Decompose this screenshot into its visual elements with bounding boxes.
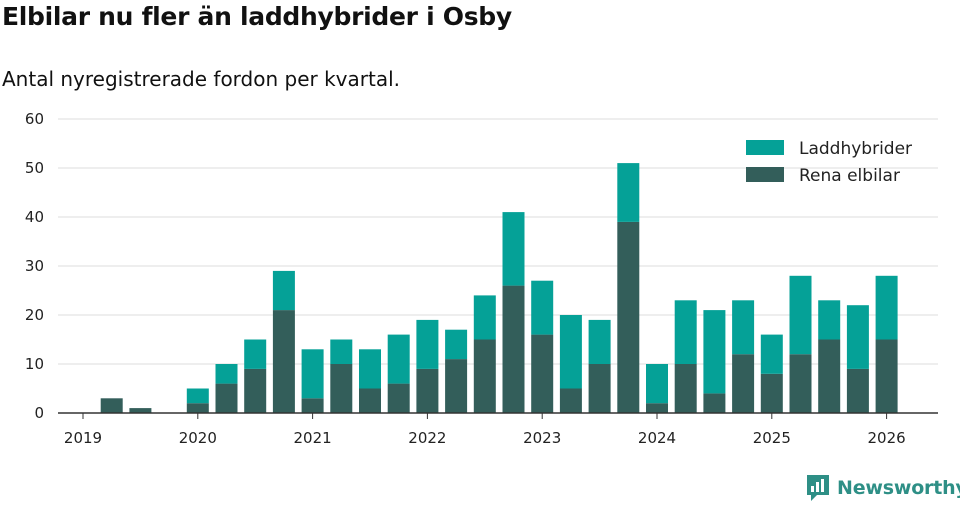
- bar-laddhybrider: [301, 349, 324, 399]
- bar-laddhybrider: [789, 275, 812, 355]
- bar-laddhybrider: [330, 339, 353, 364]
- y-tick-label: 60: [25, 110, 44, 128]
- bar-laddhybrider: [617, 163, 640, 222]
- bar-rena-elbilar: [588, 364, 611, 413]
- bar-rena-elbilar: [703, 393, 726, 413]
- bar-rena-elbilar: [244, 368, 267, 413]
- bar-rena-elbilar: [674, 364, 697, 413]
- bar-rena-elbilar: [416, 368, 439, 413]
- bar-rena-elbilar: [875, 339, 898, 413]
- bar-laddhybrider: [732, 300, 755, 355]
- bar-laddhybrider: [531, 280, 554, 335]
- legend: Laddhybrider Rena elbilar: [746, 139, 912, 186]
- x-tick-label: 2025: [753, 429, 791, 447]
- bar-rena-elbilar: [531, 334, 554, 413]
- bar-rena-elbilar: [301, 398, 324, 413]
- bar-laddhybrider: [760, 334, 783, 374]
- y-tick-label: 10: [25, 355, 44, 373]
- legend-swatch-rena-elbilar: [746, 167, 784, 182]
- bar-laddhybrider: [416, 319, 439, 369]
- bar-laddhybrider: [559, 315, 582, 389]
- x-tick-label: 2022: [408, 429, 446, 447]
- bar-rena-elbilar: [129, 408, 152, 413]
- x-tick-label: 2023: [523, 429, 561, 447]
- bar-rena-elbilar: [732, 354, 755, 413]
- bar-laddhybrider: [272, 270, 295, 311]
- x-tick-label: 2021: [294, 429, 332, 447]
- y-tick-label: 50: [25, 159, 44, 177]
- x-tick-label: 2026: [868, 429, 906, 447]
- bar-laddhybrider: [359, 349, 381, 389]
- bar-rena-elbilar: [100, 398, 123, 413]
- bar-rena-elbilar: [789, 354, 812, 413]
- bar-rena-elbilar: [502, 285, 525, 413]
- bars: [100, 163, 898, 413]
- y-tick-label: 0: [34, 404, 44, 422]
- legend-label-laddhybrider: Laddhybrider: [799, 139, 912, 159]
- newsworthy-logo-icon: [807, 475, 829, 501]
- bar-laddhybrider: [646, 364, 668, 404]
- x-tick-label: 2024: [638, 429, 676, 447]
- bar-rena-elbilar: [760, 373, 783, 413]
- y-tick-label: 40: [25, 208, 44, 226]
- bar-rena-elbilar: [445, 359, 468, 413]
- bar-laddhybrider: [588, 319, 611, 364]
- chart-title: Elbilar nu fler än laddhybrider i Osby: [2, 2, 512, 31]
- chart-subtitle: Antal nyregistrerade fordon per kvartal.: [2, 67, 401, 91]
- bar-laddhybrider: [674, 300, 697, 364]
- gridlines: [58, 118, 938, 365]
- x-tick-label: 2020: [179, 429, 217, 447]
- bar-rena-elbilar: [186, 403, 209, 413]
- bar-rena-elbilar: [473, 339, 496, 413]
- y-tick-label: 20: [25, 306, 44, 324]
- axes: 0 10 20 30 40 50 60 2019 2020 2021 2022 2023 2024 202…: [25, 110, 938, 447]
- bar-rena-elbilar: [559, 388, 582, 413]
- bar-laddhybrider: [186, 388, 209, 404]
- bar-laddhybrider: [387, 334, 410, 384]
- bar-laddhybrider: [875, 275, 898, 340]
- bar-rena-elbilar: [387, 383, 410, 413]
- bar-rena-elbilar: [215, 383, 238, 413]
- bar-laddhybrider: [473, 295, 496, 340]
- bar-rena-elbilar: [359, 388, 381, 413]
- bar-rena-elbilar: [617, 221, 640, 413]
- brand-logo: Newsworthy: [805, 473, 960, 503]
- bar-laddhybrider: [818, 300, 841, 340]
- bar-laddhybrider: [502, 212, 525, 286]
- legend-label-rena-elbilar: Rena elbilar: [799, 166, 900, 186]
- bar-rena-elbilar: [846, 368, 869, 413]
- bar-laddhybrider: [244, 339, 267, 369]
- bar-laddhybrider: [445, 329, 468, 360]
- legend-swatch-laddhybrider: [746, 140, 784, 155]
- bar-rena-elbilar: [818, 339, 841, 413]
- x-tick-label: 2019: [64, 429, 102, 447]
- bar-rena-elbilar: [646, 403, 668, 413]
- bar-rena-elbilar: [272, 310, 295, 413]
- bar-rena-elbilar: [330, 364, 353, 413]
- bar-laddhybrider: [215, 364, 238, 384]
- brand-name: Newsworthy: [837, 477, 960, 499]
- y-tick-label: 30: [25, 257, 44, 275]
- bar-laddhybrider: [703, 310, 726, 394]
- bar-laddhybrider: [846, 305, 869, 369]
